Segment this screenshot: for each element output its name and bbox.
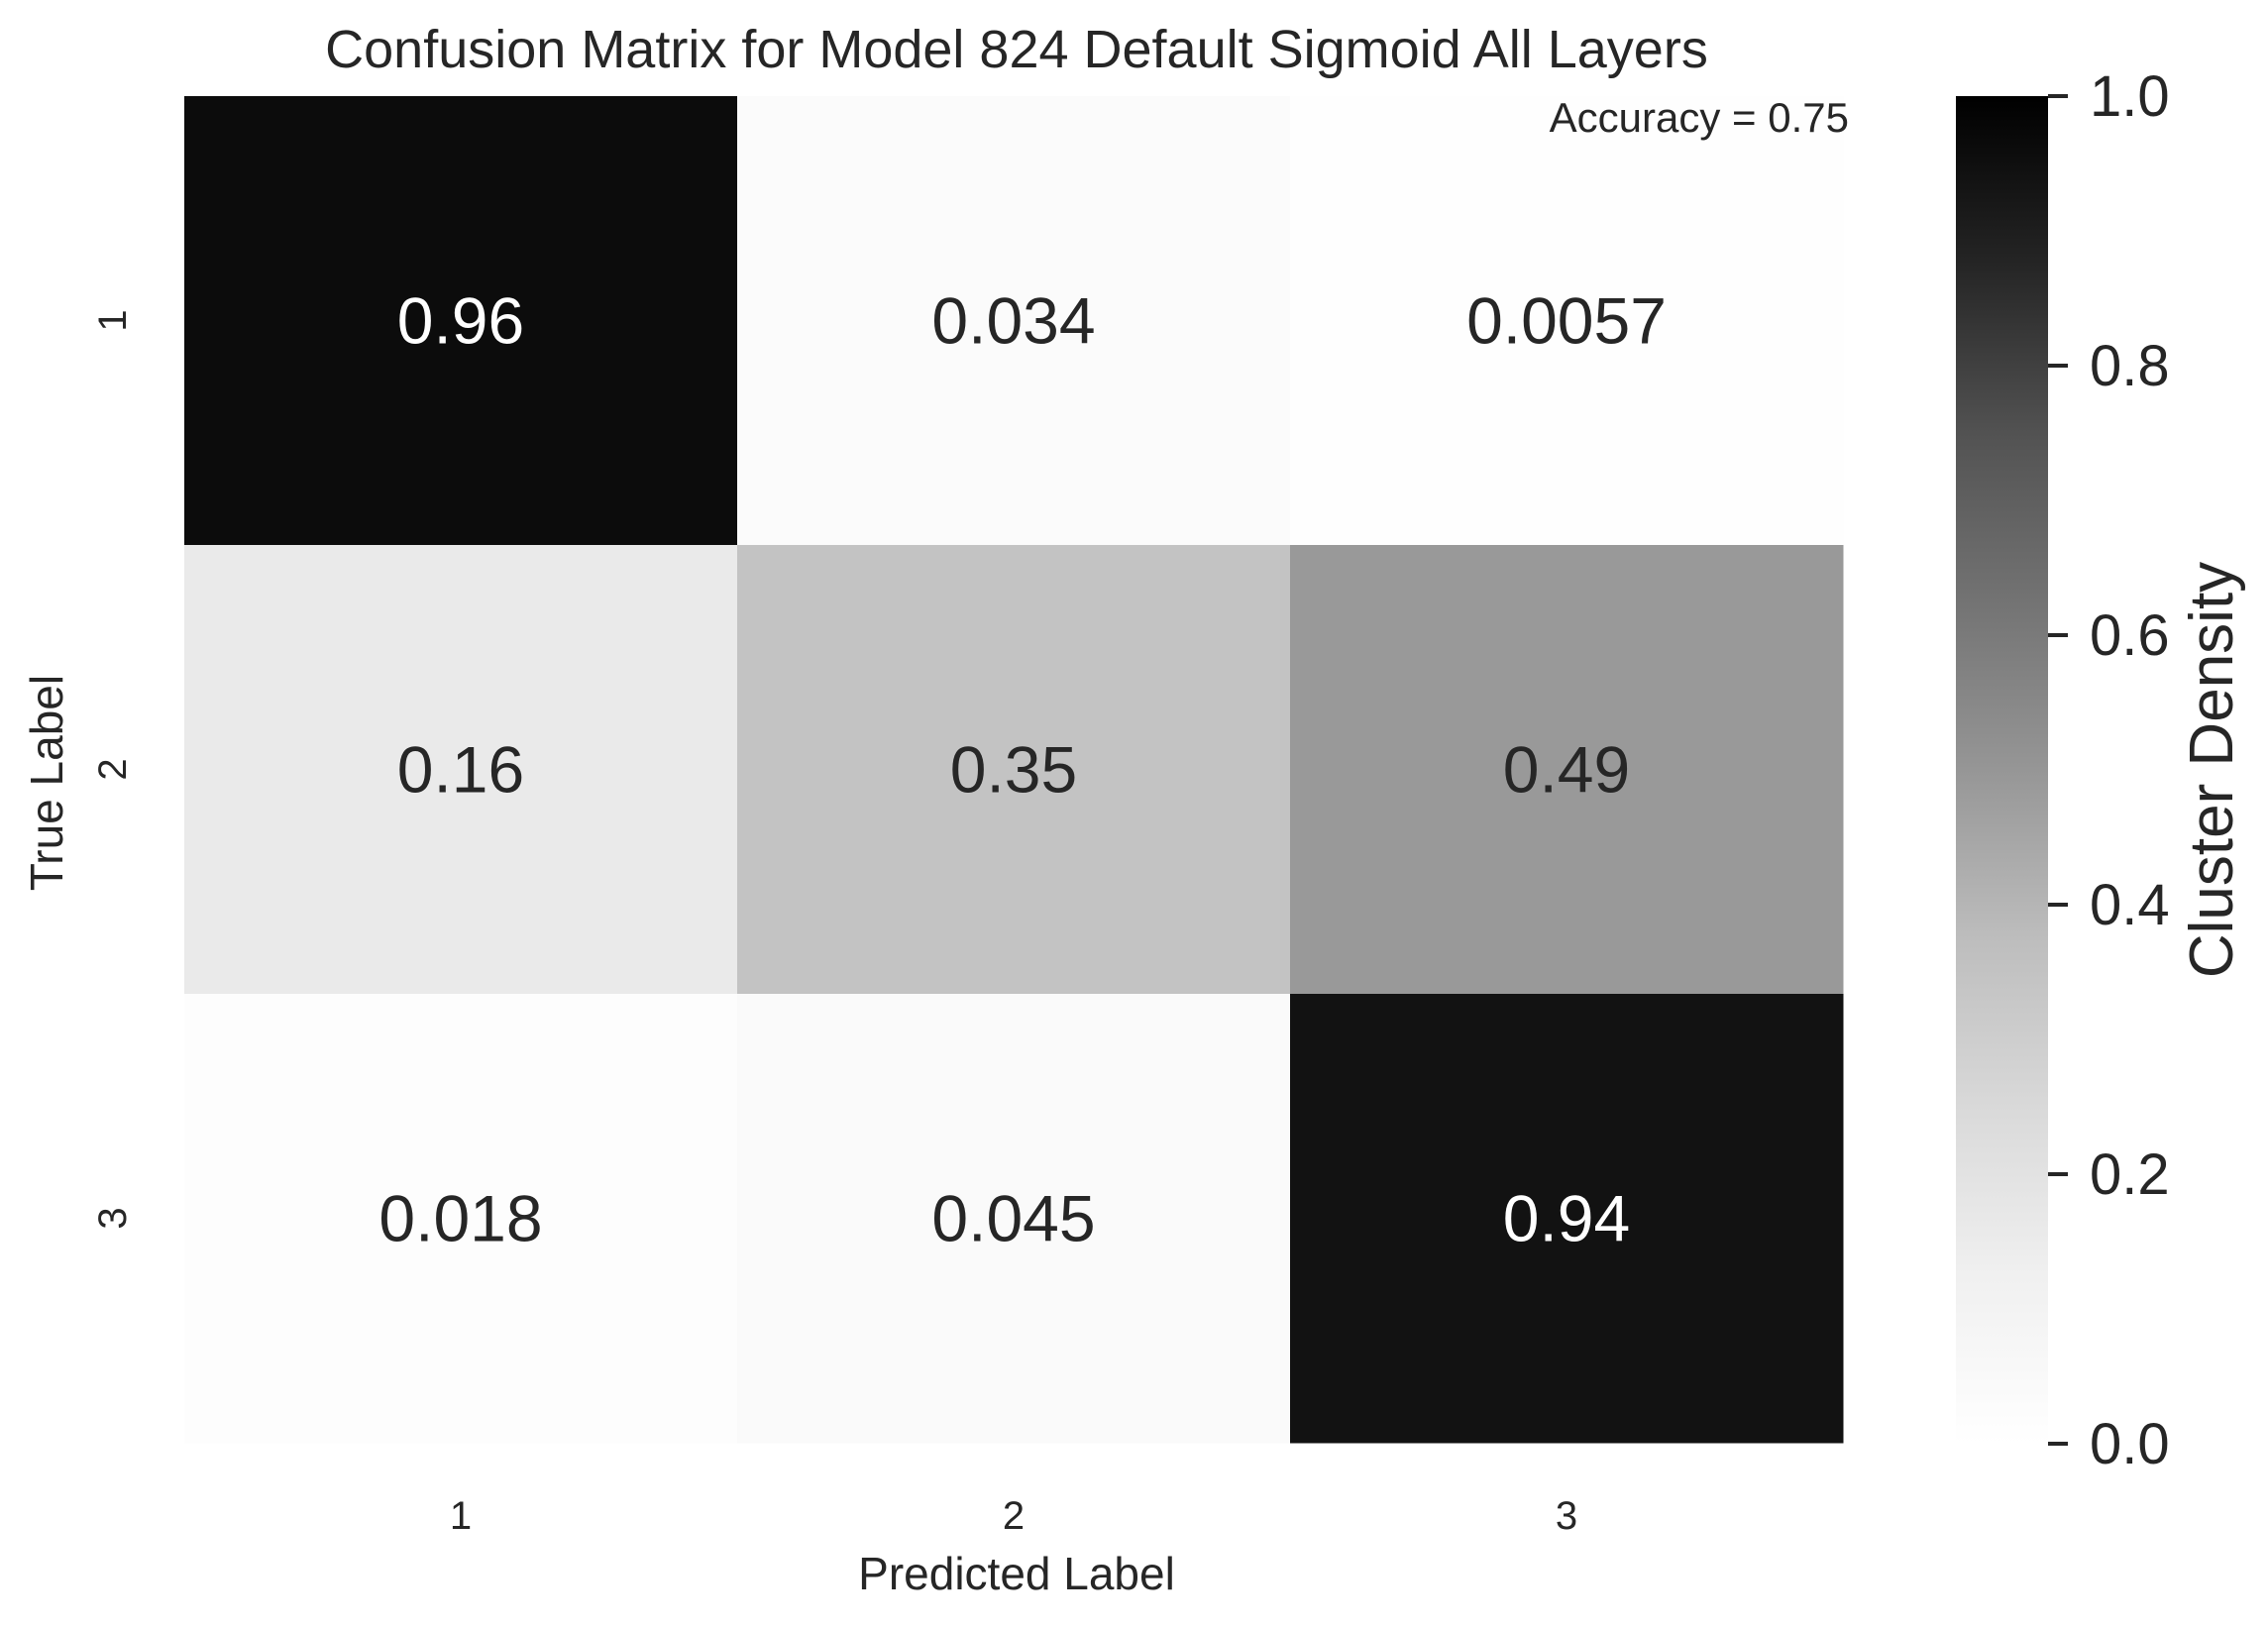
cell-value-label-2-2: 0.35 bbox=[950, 733, 1077, 807]
y-tick-label-2: 2 bbox=[91, 758, 135, 780]
colorbar-ticks: 0.0 0.2 0.4 0.6 0.8 1.0 bbox=[2048, 64, 2170, 1476]
x-tick-label-3: 3 bbox=[1556, 1494, 1577, 1538]
chart-title: Confusion Matrix for Model 824 Default S… bbox=[325, 20, 1708, 79]
heatmap-cell-1-2 bbox=[737, 96, 1291, 546]
heatmap-cell-3-3 bbox=[1290, 994, 1844, 1444]
heatmap-cell-3-2 bbox=[737, 994, 1291, 1444]
colorbar-tick-label-1.0: 1.0 bbox=[2090, 64, 2170, 129]
cell-value-label-1-1: 0.96 bbox=[397, 284, 524, 358]
cell-value-label-3-2: 0.045 bbox=[931, 1182, 1095, 1255]
cell-value-label-1-2: 0.034 bbox=[931, 284, 1095, 358]
cell-value-label-3-3: 0.94 bbox=[1503, 1182, 1630, 1255]
accuracy-annotation: Accuracy = 0.75 bbox=[1550, 94, 1849, 141]
cell-value-label-3-1: 0.018 bbox=[378, 1182, 542, 1255]
colorbar-tick-label-0.0: 0.0 bbox=[2090, 1412, 2170, 1476]
y-axis-ticks: 1 2 3 bbox=[91, 309, 135, 1229]
x-axis-label: Predicted Label bbox=[858, 1548, 1175, 1599]
colorbar bbox=[1956, 96, 2048, 1444]
heatmap-cell-2-2 bbox=[737, 545, 1291, 995]
colorbar-tick-label-0.2: 0.2 bbox=[2090, 1142, 2170, 1207]
heatmap-grid: 0.96 0.034 0.0057 0.16 0.35 0.49 0.018 0.045 0.9… bbox=[184, 96, 1844, 1444]
heatmap-cell-1-3 bbox=[1290, 96, 1844, 546]
colorbar-tick-label-0.6: 0.6 bbox=[2090, 603, 2170, 668]
heatmap-cell-3-1 bbox=[184, 994, 738, 1444]
x-axis-ticks: 1 2 3 bbox=[450, 1494, 1577, 1538]
cell-value-label-2-3: 0.49 bbox=[1503, 733, 1630, 807]
y-tick-label-3: 3 bbox=[91, 1207, 135, 1229]
colorbar-tick-label-0.8: 0.8 bbox=[2090, 334, 2170, 398]
x-tick-label-1: 1 bbox=[450, 1494, 472, 1538]
heatmap-cell-2-3 bbox=[1290, 545, 1844, 995]
heatmap-cell-2-1 bbox=[184, 545, 738, 995]
heatmap-cell-1-1 bbox=[184, 96, 738, 546]
colorbar-tick-label-0.4: 0.4 bbox=[2090, 873, 2170, 937]
cell-value-label-1-3: 0.0057 bbox=[1466, 284, 1667, 358]
colorbar-label: Cluster Density bbox=[2178, 562, 2246, 978]
y-tick-label-1: 1 bbox=[91, 309, 135, 331]
x-tick-label-2: 2 bbox=[1003, 1494, 1025, 1538]
cell-value-label-2-1: 0.16 bbox=[397, 733, 524, 807]
y-axis-label: True Label bbox=[21, 675, 72, 891]
